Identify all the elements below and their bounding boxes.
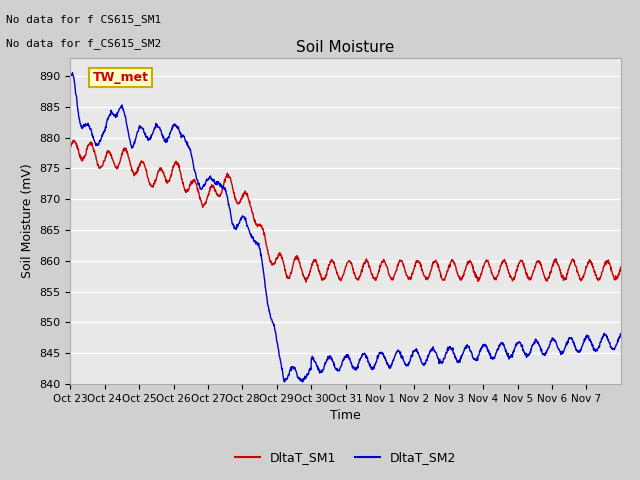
DltaT_SM2 <box>349 365 356 371</box>
DltaT_SM1 <box>67 143 74 149</box>
DltaT_SM2 <box>77 124 85 130</box>
Line: DltaT_SM2: DltaT_SM2 <box>70 72 621 382</box>
DltaT_SM1 <box>69 137 77 143</box>
DltaT_SM2 <box>617 332 625 337</box>
DltaT_SM1 <box>302 279 310 285</box>
DltaT_SM2 <box>67 72 74 78</box>
DltaT_SM1 <box>582 264 590 269</box>
DltaT_SM1 <box>447 259 454 265</box>
Text: TW_met: TW_met <box>92 71 148 84</box>
Text: No data for f_CS615_SM2: No data for f_CS615_SM2 <box>6 38 162 49</box>
DltaT_SM1 <box>165 179 173 184</box>
DltaT_SM2 <box>316 369 324 375</box>
DltaT_SM2 <box>582 333 590 339</box>
Title: Soil Moisture: Soil Moisture <box>296 40 395 55</box>
DltaT_SM1 <box>77 154 85 160</box>
DltaT_SM2 <box>68 70 76 75</box>
DltaT_SM2 <box>447 344 454 350</box>
DltaT_SM2 <box>165 135 173 141</box>
Text: No data for f CS615_SM1: No data for f CS615_SM1 <box>6 14 162 25</box>
DltaT_SM1 <box>617 264 625 270</box>
Line: DltaT_SM1: DltaT_SM1 <box>70 140 621 282</box>
X-axis label: Time: Time <box>330 409 361 422</box>
DltaT_SM2 <box>281 379 289 385</box>
DltaT_SM1 <box>349 265 356 271</box>
DltaT_SM1 <box>316 272 324 277</box>
Y-axis label: Soil Moisture (mV): Soil Moisture (mV) <box>21 163 34 278</box>
Legend: DltaT_SM1, DltaT_SM2: DltaT_SM1, DltaT_SM2 <box>230 446 461 469</box>
